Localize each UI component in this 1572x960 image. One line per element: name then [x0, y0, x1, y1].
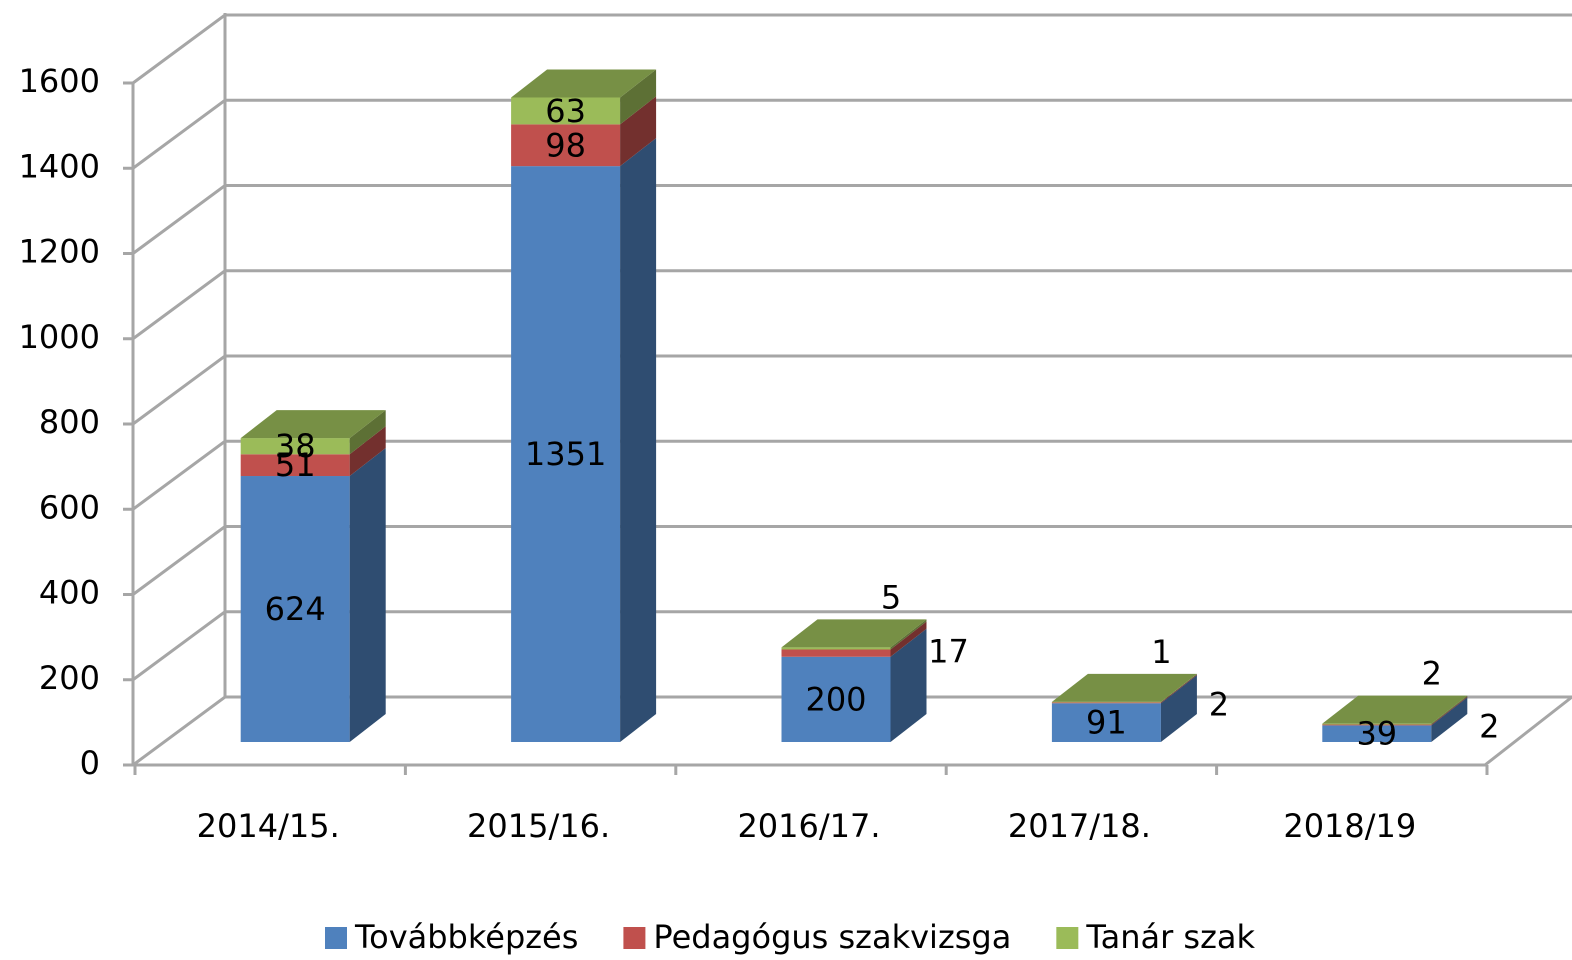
- grid-line: [132, 439, 1572, 511]
- x-tick-label: 2015/16.: [467, 807, 610, 845]
- legend-swatch: [623, 927, 646, 949]
- data-label: 1: [1151, 633, 1171, 671]
- legend-label: Továbbképzés: [354, 918, 578, 956]
- bar-front: [1051, 702, 1161, 704]
- y-tick-label: 0: [80, 744, 100, 782]
- legend-swatch: [325, 927, 347, 949]
- data-label: 2: [1479, 708, 1499, 746]
- data-label: 91: [1086, 704, 1127, 742]
- data-label: 200: [805, 680, 866, 718]
- bar-front: [240, 454, 350, 477]
- y-tick-label: 1400: [19, 147, 100, 185]
- floor-edge: [133, 695, 1572, 767]
- data-label: 17: [928, 633, 969, 671]
- x-tick-label: 2016/17.: [737, 807, 880, 845]
- grid-line: [132, 610, 1572, 681]
- bar-side: [1431, 695, 1468, 725]
- data-label: 2: [1422, 655, 1442, 693]
- data-label: 39: [1356, 715, 1397, 753]
- bar-top: [1322, 695, 1468, 724]
- bar-front: [1322, 725, 1432, 742]
- data-label: 63: [545, 92, 586, 130]
- grid-line: [132, 354, 1572, 426]
- y-tick-label: 600: [39, 488, 100, 526]
- y-tick-label: 1600: [19, 62, 100, 100]
- bar-side: [1431, 697, 1468, 742]
- bar-side: [620, 138, 657, 743]
- bar-side: [890, 628, 927, 742]
- legend-label: Tanár szak: [1085, 918, 1255, 956]
- bar-front: [1051, 703, 1161, 742]
- bar-front: [511, 166, 621, 743]
- bar-top: [781, 619, 927, 648]
- bar-side: [349, 426, 386, 477]
- grid-line: [132, 184, 1572, 255]
- bar-side: [1160, 674, 1197, 704]
- bar-front: [1322, 723, 1432, 725]
- bar-front: [240, 438, 350, 455]
- bar-front: [781, 656, 891, 742]
- bar-front: [240, 476, 350, 742]
- x-tick-label: 2018/19: [1283, 807, 1416, 845]
- grid-line: [132, 98, 1572, 170]
- x-tick-label: 2014/15.: [197, 807, 340, 845]
- bar-side: [349, 410, 386, 455]
- bar-side: [1431, 696, 1468, 726]
- bar-top: [511, 69, 657, 98]
- grid-line: [132, 269, 1572, 340]
- data-label: 38: [275, 427, 316, 465]
- bar-side: [890, 621, 927, 657]
- bar-side: [620, 69, 657, 125]
- grid-line: [132, 525, 1572, 596]
- bar-side: [349, 448, 386, 742]
- bar-side: [620, 96, 657, 167]
- x-tick-label: 2017/18.: [1008, 807, 1151, 845]
- grid-line: [132, 13, 1572, 85]
- bar-top: [1051, 673, 1197, 702]
- bar-front: [511, 124, 621, 167]
- bar-side: [1160, 675, 1197, 742]
- data-label: 5: [881, 578, 901, 616]
- bar-front: [781, 647, 891, 650]
- y-tick-label: 1200: [19, 233, 100, 271]
- y-tick-label: 400: [39, 574, 100, 612]
- data-label: 2: [1209, 685, 1229, 723]
- y-tick-label: 200: [39, 659, 100, 697]
- data-label: 98: [545, 126, 586, 164]
- data-label: 624: [265, 590, 326, 628]
- bar-top: [240, 410, 386, 439]
- y-tick-label: 800: [39, 403, 100, 441]
- legend-swatch: [1056, 927, 1079, 949]
- data-label: 1351: [525, 435, 606, 473]
- bar-front: [781, 649, 891, 657]
- bar-front: [511, 97, 621, 125]
- bar-front: [1322, 724, 1432, 726]
- bar-side: [1160, 673, 1197, 703]
- y-tick-label: 1000: [19, 318, 100, 356]
- bar-side: [890, 619, 927, 650]
- data-label: 51: [275, 446, 316, 484]
- legend-label: Pedagógus szakvizsga: [653, 918, 1011, 956]
